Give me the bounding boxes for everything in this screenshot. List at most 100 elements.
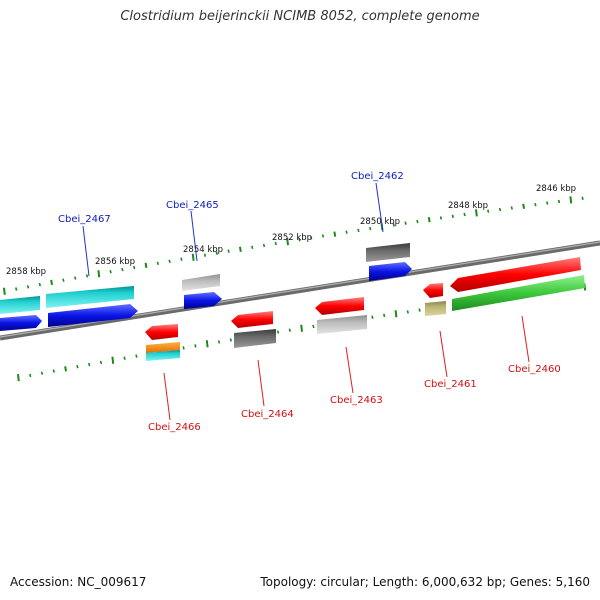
lower-scale-tick [99,360,103,365]
gene-label-cbei-2467[interactable]: Cbei_2467 [58,214,111,225]
feature-cbei-2466[interactable] [145,324,178,340]
leader-cbei-2467 [82,225,90,277]
forward-strand-features [0,243,412,331]
gene-label-cbei-2460[interactable]: Cbei_2460 [508,364,561,375]
feature-cbei-2463[interactable] [315,297,364,315]
upper-scale-tick [133,265,136,270]
gene-labels-forward: Cbei_2467 Cbei_2465 Cbei_2462 [58,171,404,225]
scale-labels: 2846 kbp 2848 kbp 2850 kbp 2852 kbp 2854… [6,184,576,277]
upper-scale-tick [156,261,159,266]
feature-orange-2466[interactable] [146,342,180,353]
upper-scale-tick [227,249,230,253]
upper-scale-tick [569,196,573,204]
upper-scale-tick [487,209,490,213]
upper-scale-tick [74,276,77,280]
feature-cbei-2462[interactable] [369,262,412,281]
upper-scale-tick [498,207,502,212]
upper-scale-tick [404,221,407,225]
lower-scale-tick [394,310,398,318]
upper-scale-tick [38,282,41,287]
lower-scale-tick [29,373,32,378]
upper-scale-tick [251,245,254,250]
upper-scale-tick [357,228,360,233]
genome-backbone-highlight [0,241,600,338]
upper-scale-tick [109,269,112,274]
upper-scale-tick [168,259,171,264]
scale-label: 2856 kbp [95,257,135,267]
lower-scale-tick [135,354,138,358]
upper-scale-ticks [3,196,584,295]
feature-green-2460[interactable] [452,275,585,311]
leader-cbei-2461 [439,330,448,378]
lower-scale-tick [217,340,221,344]
upper-scale-tick [85,274,89,278]
scale-label: 2854 kbp [183,245,223,255]
upper-scale-tick [463,212,466,217]
upper-scale-tick [557,199,561,204]
upper-scale-tick [274,241,277,246]
feature-cbei-2461[interactable] [423,283,443,298]
lower-scale-tick [383,313,386,318]
lower-scale-tick [300,324,303,332]
gene-label-cbei-2466[interactable]: Cbei_2466 [148,422,201,433]
feature-cyan-2466[interactable] [146,350,180,361]
upper-scale-tick [310,236,313,240]
feature-olive-2461[interactable] [425,301,446,316]
lower-scale-tick [371,315,374,319]
gene-label-cbei-2465[interactable]: Cbei_2465 [166,200,219,211]
feature-cyan-left-top[interactable] [0,296,40,314]
feature-gray-2464[interactable] [234,329,276,348]
label-leader-lines [82,182,530,421]
feature-cbei-2464[interactable] [231,311,273,328]
gene-label-cbei-2464[interactable]: Cbei_2464 [241,409,294,420]
feature-cbei-2467-top[interactable] [46,286,134,308]
upper-scale-tick [392,223,395,227]
upper-scale-tick [581,196,584,201]
gene-label-cbei-2463[interactable]: Cbei_2463 [330,395,383,406]
upper-scale-tick [26,285,30,289]
lower-scale-tick [17,373,20,382]
accession-text: Accession: NC_009617 [10,575,147,589]
upper-scale-tick [286,237,289,246]
upper-scale-tick [546,201,549,205]
upper-scale-tick [203,253,207,257]
upper-scale-tick [15,287,18,291]
upper-scale-tick [439,216,443,220]
scale-label: 2848 kbp [448,201,488,211]
lower-scale-tick [418,308,421,312]
lower-scale-tick [229,338,232,342]
upper-scale-tick [451,214,454,219]
upper-scale-tick [62,278,65,282]
gene-label-cbei-2462[interactable]: Cbei_2462 [351,171,404,182]
upper-scale-tick [191,253,195,261]
lower-scale-tick [111,356,115,364]
upper-scale-tick [475,209,478,217]
lower-scale-tick [194,344,197,348]
lower-scale-tick [205,340,209,348]
feature-gray-2465-top[interactable] [182,274,220,291]
feature-cbei-2460[interactable] [450,257,581,292]
feature-blue-left[interactable] [0,315,42,331]
feature-cbei-2465[interactable] [184,292,222,309]
upper-scale-tick [50,279,53,286]
upper-scale-tick [97,270,101,278]
feature-cbei-2467[interactable] [48,304,138,327]
upper-scale-tick [239,246,242,252]
leader-cbei-2466 [163,372,171,421]
lower-scale-tick [52,369,55,373]
leader-cbei-2462 [375,182,384,233]
gene-label-cbei-2461[interactable]: Cbei_2461 [424,379,477,390]
lower-scale-tick [182,346,185,350]
upper-scale-tick [298,237,301,242]
upper-scale-tick [333,231,337,237]
upper-scale-tick [3,287,6,295]
feature-gray-2462-top[interactable] [366,243,410,262]
upper-scale-tick [321,234,325,238]
upper-scale-tick [215,251,218,255]
upper-scale-tick [522,203,525,209]
upper-scale-tick [180,257,183,261]
scale-label: 2850 kbp [360,217,400,227]
lower-scale-tick [76,364,79,369]
lower-scale-tick [88,362,91,367]
feature-gray-2463[interactable] [317,315,367,334]
